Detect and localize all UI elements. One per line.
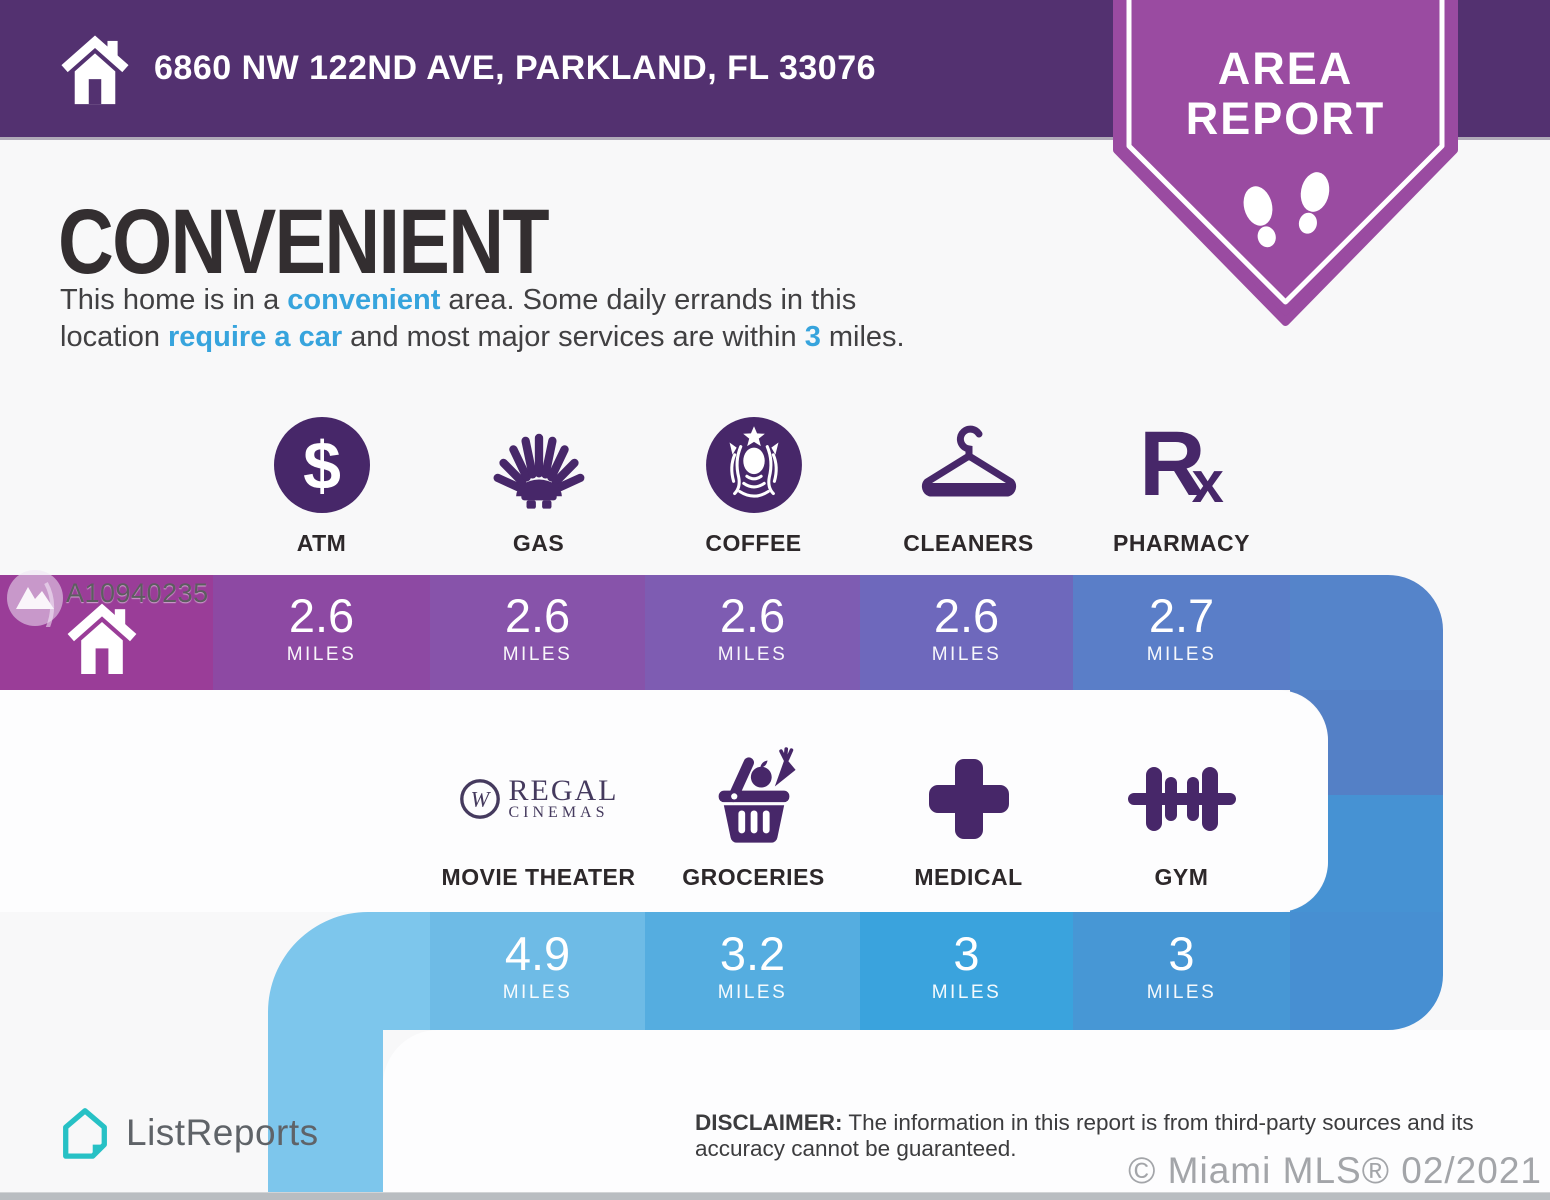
- desc-highlight-car: require a car: [168, 321, 343, 353]
- poi-medical: MEDICAL: [860, 740, 1077, 891]
- shell-icon: [493, 433, 584, 509]
- regal-wordmark-sub: CINEMAS: [508, 804, 609, 821]
- mls-credit-watermark: © Miami MLS® 02/2021: [1128, 1150, 1542, 1191]
- poi-label: GAS: [512, 530, 565, 556]
- distance-movie-theater: 4.9 MILES: [430, 913, 645, 1030]
- disclaimer-label: DISCLAIMER:: [695, 1110, 843, 1135]
- poi-gym: GYM: [1073, 740, 1290, 891]
- rx-letter-r: R: [1139, 413, 1206, 515]
- regal-cinemas-logo: W REGAL CINEMAS: [459, 774, 619, 821]
- poi-gas: GAS: [430, 406, 647, 557]
- poi-label: CLEANERS: [903, 530, 1034, 556]
- badge-line2: REPORT: [1185, 93, 1386, 144]
- distance-value: 2.6: [288, 589, 355, 642]
- description-text: This home is in a convenient area. Some …: [60, 282, 1070, 356]
- distance-coffee: 2.6 MILES: [645, 575, 860, 690]
- regal-wordmark: REGAL: [508, 774, 619, 807]
- poi-pharmacy: R x PHARMACY: [1073, 406, 1290, 557]
- distance-unit: MILES: [717, 982, 788, 1003]
- dumbbell-icon: [1127, 767, 1236, 831]
- listreports-logo-icon: [63, 1108, 107, 1159]
- distance-unit: MILES: [1146, 644, 1217, 665]
- bottom-border-bar: [0, 1192, 1550, 1200]
- page-title: CONVENIENT: [58, 191, 550, 293]
- home-icon: [61, 35, 129, 105]
- poi-label: ATM: [296, 530, 347, 556]
- regal-emblem-icon: W: [459, 779, 500, 819]
- svg-text:$: $: [303, 428, 341, 504]
- middle-white-panel: [0, 690, 1328, 912]
- distance-value: 3: [1168, 927, 1195, 980]
- starbucks-siren-icon: [705, 417, 802, 513]
- desc-part: area. Some daily errands in this: [440, 284, 857, 316]
- rx-icon: R x: [1139, 418, 1224, 512]
- dollar-circle-icon: $: [273, 417, 370, 513]
- poi-label: COFFEE: [705, 530, 802, 556]
- badge-line1: AREA: [1217, 43, 1354, 94]
- distance-value: 2.6: [719, 589, 786, 642]
- rx-letter-x: x: [1191, 450, 1224, 515]
- poi-movie-theater: W REGAL CINEMAS MOVIE THEATER: [430, 740, 647, 891]
- poi-label: GROCERIES: [682, 864, 825, 890]
- desc-highlight-convenient: convenient: [287, 284, 441, 316]
- medical-cross-icon: [928, 759, 1009, 839]
- distance-value: 2.7: [1148, 589, 1215, 642]
- poi-label: MOVIE THEATER: [441, 864, 636, 890]
- distance-gym: 3 MILES: [1073, 913, 1290, 1030]
- distance-value: 4.9: [504, 927, 571, 980]
- badge-title: AREA REPORT: [1113, 44, 1458, 144]
- distance-unit: MILES: [931, 644, 1002, 665]
- desc-highlight-miles: 3: [804, 321, 821, 353]
- poi-label: GYM: [1154, 864, 1209, 890]
- home-icon: [67, 603, 137, 674]
- distance-groceries: 3.2 MILES: [645, 913, 860, 1030]
- distance-unit: MILES: [502, 644, 573, 665]
- bottom-white-panel: [383, 1030, 1550, 1192]
- listreports-wordmark: ListReports: [126, 1112, 319, 1153]
- distance-value: 3.2: [719, 927, 786, 980]
- distance-value: 2.6: [933, 589, 1000, 642]
- basket-icon: [718, 747, 796, 843]
- poi-coffee: COFFEE: [645, 406, 862, 557]
- distance-unit: MILES: [717, 644, 788, 665]
- distance-gas: 2.6 MILES: [430, 575, 645, 690]
- poi-cleaners: CLEANERS: [860, 406, 1077, 557]
- poi-label: PHARMACY: [1113, 530, 1250, 556]
- area-report-badge: [1113, 0, 1458, 326]
- listreports-brand: ListReports: [58, 1106, 319, 1160]
- poi-groceries: GROCERIES: [645, 740, 862, 891]
- desc-part: This home is in a: [60, 284, 288, 316]
- desc-part: location: [60, 321, 169, 353]
- desc-part: miles.: [820, 321, 905, 353]
- distance-value: 2.6: [504, 589, 571, 642]
- property-address: 6860 NW 122ND AVE, PARKLAND, FL 33076: [154, 49, 877, 87]
- distance-unit: MILES: [502, 982, 573, 1003]
- distance-unit: MILES: [286, 644, 357, 665]
- svg-text:W: W: [470, 787, 491, 812]
- distance-medical: 3 MILES: [860, 913, 1073, 1030]
- distance-atm: 2.6 MILES: [213, 575, 430, 690]
- distance-value: 3: [953, 927, 980, 980]
- distance-unit: MILES: [1146, 982, 1217, 1003]
- hanger-icon: [921, 425, 1016, 497]
- distance-pharmacy: 2.7 MILES: [1073, 575, 1290, 690]
- poi-atm: $ ATM: [213, 406, 430, 557]
- disclaimer-text: DISCLAIMER: The information in this repo…: [695, 1110, 1510, 1162]
- disclaimer-body: The information in this report is from t…: [695, 1110, 1474, 1161]
- mls-id-watermark: A10940235: [66, 578, 209, 608]
- distance-cleaners: 2.6 MILES: [860, 575, 1073, 690]
- distance-unit: MILES: [931, 982, 1002, 1003]
- poi-label: MEDICAL: [914, 864, 1023, 890]
- desc-part: and most major services are within: [342, 321, 805, 353]
- footprints-icon: [1243, 172, 1330, 248]
- mls-watermark-logo: [7, 570, 63, 627]
